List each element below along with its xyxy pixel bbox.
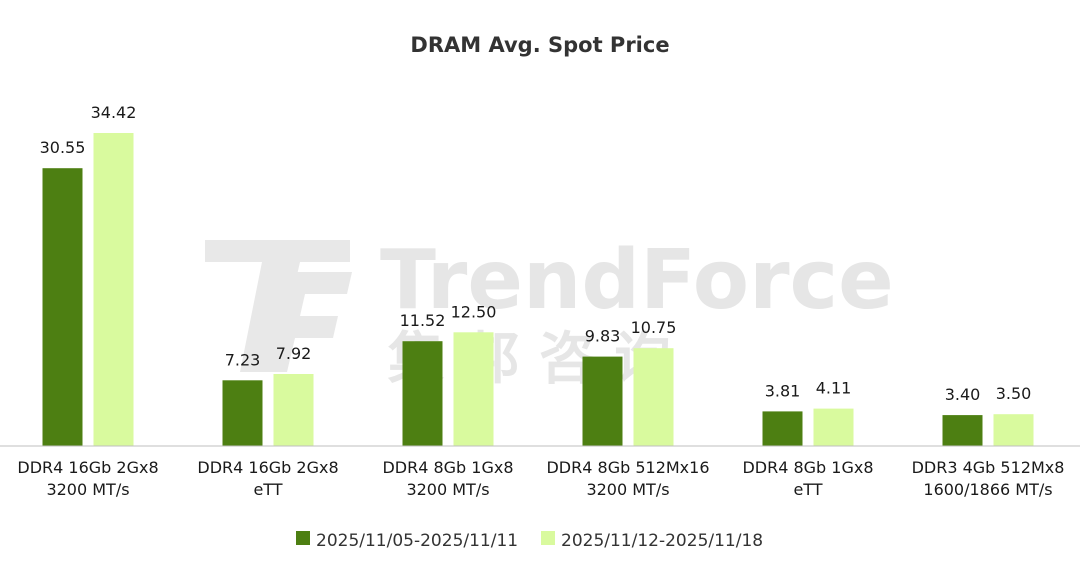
value-label-series-1-cat-3: 11.52 <box>400 311 446 330</box>
value-label-series-1-cat-2: 7.23 <box>225 350 261 369</box>
bar-series-2-cat-3 <box>453 332 494 446</box>
legend-swatch-series-2 <box>541 531 555 545</box>
value-label-series-1-cat-5: 3.81 <box>765 381 801 400</box>
bar-series-group <box>42 133 1034 446</box>
value-label-series-2-cat-1: 34.42 <box>91 103 137 122</box>
legend-swatch-series-1 <box>296 531 310 545</box>
value-label-series-2-cat-4: 10.75 <box>631 318 677 337</box>
bar-series-2-cat-6 <box>993 414 1034 446</box>
bar-series-2-cat-5 <box>813 408 854 446</box>
x-tick-label-cat-1-line-2: 3200 MT/s <box>46 480 129 499</box>
bar-series-1-cat-3 <box>402 341 443 446</box>
trendforce-watermark: TrendForce 集 邦 咨 询 <box>205 233 894 392</box>
x-tick-label-group: DDR4 16Gb 2Gx8 3200 MT/s DDR4 16Gb 2Gx8 eTT… <box>17 458 1064 499</box>
bar-series-1-cat-4 <box>582 356 623 446</box>
x-tick-label-cat-6-line-1: DDR3 4Gb 512Mx8 <box>912 458 1065 477</box>
x-tick-label-cat-6-line-2: 1600/1866 MT/s <box>923 480 1052 499</box>
value-label-series-2-cat-5: 4.11 <box>816 379 852 398</box>
bar-series-2-cat-4 <box>633 348 674 446</box>
bar-series-1-cat-2 <box>222 380 263 446</box>
bar-series-1-cat-5 <box>762 411 803 446</box>
value-label-series-1-cat-4: 9.83 <box>585 327 621 346</box>
value-label-series-2-cat-2: 7.92 <box>276 344 312 363</box>
x-tick-label-cat-4-line-2: 3200 MT/s <box>586 480 669 499</box>
legend-label-series-1: 2025/11/05-2025/11/11 <box>316 531 518 551</box>
bar-series-1-cat-6 <box>942 415 983 446</box>
x-tick-label-cat-1-line-1: DDR4 16Gb 2Gx8 <box>17 458 158 477</box>
value-label-series-1-cat-1: 30.55 <box>40 138 86 157</box>
x-tick-label-cat-3-line-2: 3200 MT/s <box>406 480 489 499</box>
chart-title: DRAM Avg. Spot Price <box>410 33 669 57</box>
x-tick-label-cat-5-line-1: DDR4 8Gb 1Gx8 <box>742 458 873 477</box>
bar-series-2-cat-2 <box>273 374 314 446</box>
value-label-series-1-cat-6: 3.40 <box>945 385 981 404</box>
watermark-brand: TrendForce <box>380 233 894 328</box>
bar-series-2-cat-1 <box>93 133 134 446</box>
bar-series-1-cat-1 <box>42 168 83 446</box>
value-label-group: 30.55 34.42 7.23 7.92 11.52 12.50 9.83 10.75 3.8… <box>40 103 1032 404</box>
value-label-series-2-cat-3: 12.50 <box>451 302 497 321</box>
legend: 2025/11/05-2025/11/11 2025/11/12-2025/11… <box>296 531 763 551</box>
x-tick-label-cat-4-line-1: DDR4 8Gb 512Mx16 <box>546 458 709 477</box>
value-label-series-2-cat-6: 3.50 <box>996 384 1032 403</box>
legend-label-series-2: 2025/11/12-2025/11/18 <box>561 531 763 551</box>
x-tick-label-cat-3-line-1: DDR4 8Gb 1Gx8 <box>382 458 513 477</box>
x-tick-label-cat-2-line-2: eTT <box>253 480 282 499</box>
x-tick-label-cat-5-line-2: eTT <box>793 480 822 499</box>
trendforce-logo-icon <box>205 240 352 372</box>
x-tick-label-cat-2-line-1: DDR4 16Gb 2Gx8 <box>197 458 338 477</box>
